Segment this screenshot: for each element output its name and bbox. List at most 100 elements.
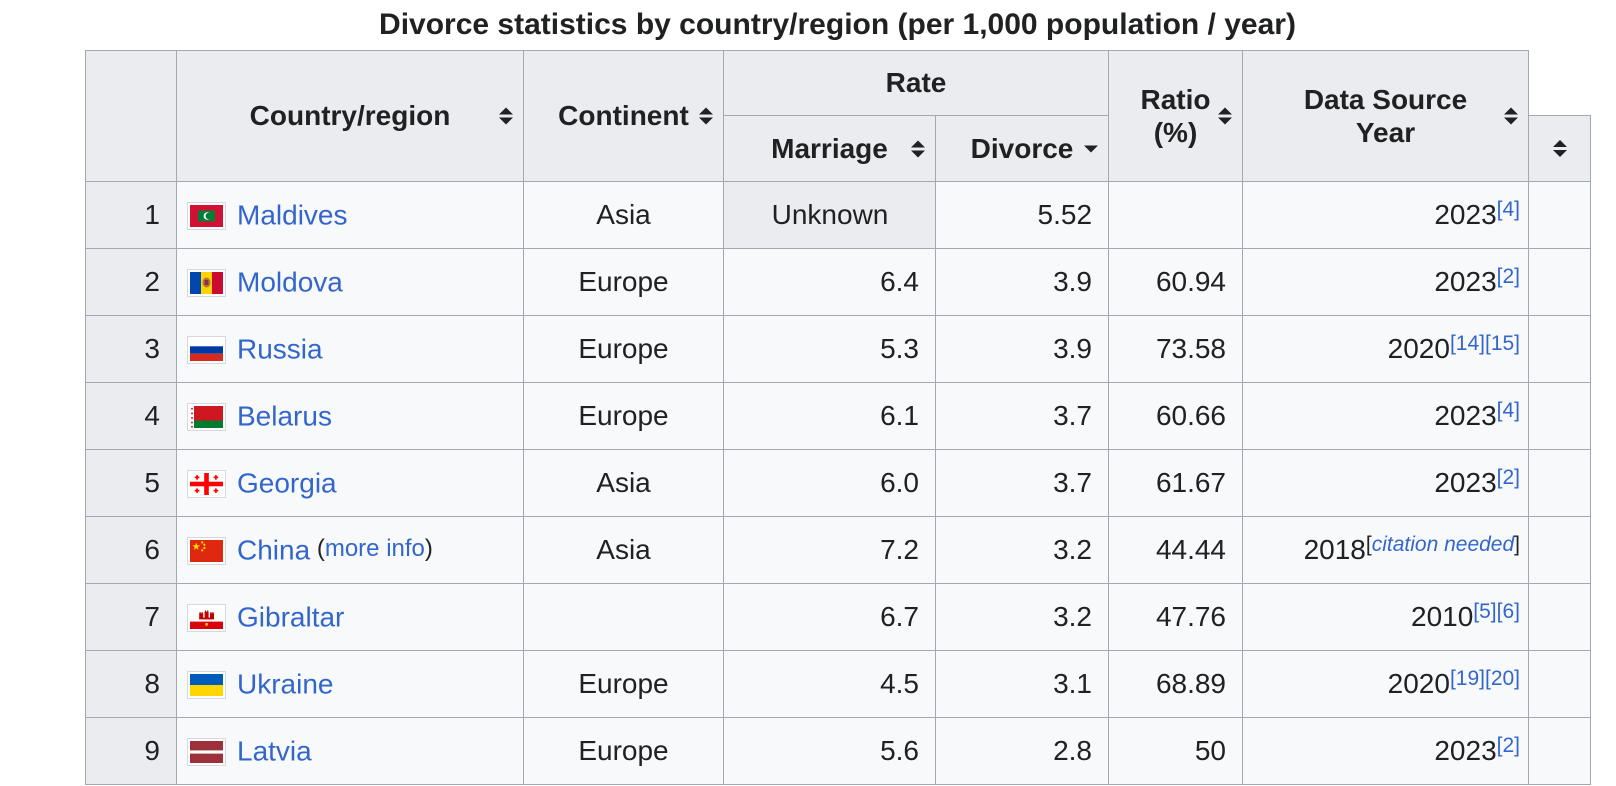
- rank-cell: 8: [85, 650, 177, 718]
- citation-ref: [19]: [1450, 667, 1485, 690]
- divorce-statistics-table: Country/region Continent Rate Ratio (%) D…: [85, 50, 1592, 785]
- data-source-year-cell: 2020[19][20]: [1242, 650, 1530, 718]
- country-link[interactable]: Belarus: [237, 400, 332, 432]
- rank-cell: 7: [85, 583, 177, 651]
- country-link[interactable]: Russia: [237, 333, 323, 365]
- rank-cell: 2: [85, 248, 177, 316]
- citation-needed-link[interactable]: citation needed: [1371, 533, 1515, 556]
- citation-ref: [4]: [1497, 399, 1520, 422]
- table-row: 5 Georgia Asia 6.0 3.7 61.67 2023[2]: [85, 449, 1592, 517]
- country-link[interactable]: China: [237, 534, 311, 566]
- citation-ref-link[interactable]: [20]: [1484, 667, 1521, 690]
- table-row: 6 China (more info) Asia 7.2 3.2 44.44 2018[ci…: [85, 516, 1592, 584]
- col-header-rank: [85, 50, 177, 182]
- refs-cell: [1528, 382, 1592, 450]
- col-header-country-label: Country/region: [249, 100, 451, 131]
- rank-cell: 5: [85, 449, 177, 517]
- col-header-data-source-year-label: Data Source Year: [1303, 84, 1468, 148]
- sort-both-icon: [699, 107, 713, 125]
- continent-cell: Asia: [523, 449, 724, 517]
- country-link[interactable]: Moldova: [237, 266, 343, 298]
- divorce-rate-cell: 3.9: [934, 315, 1110, 383]
- sort-both-icon: [1530, 140, 1589, 157]
- flag-latvia-icon: [187, 737, 226, 766]
- continent-cell: Europe: [523, 248, 724, 316]
- citation-ref-link[interactable]: [4]: [1496, 198, 1521, 221]
- col-header-marriage[interactable]: Marriage: [723, 115, 936, 182]
- marriage-rate-cell: 5.6: [723, 717, 936, 785]
- col-header-rate-label: Rate: [885, 67, 947, 98]
- country-cell: Latvia: [176, 717, 524, 785]
- citation-ref-link[interactable]: [2]: [1496, 466, 1521, 489]
- sort-both-icon: [1218, 107, 1233, 125]
- col-header-divorce[interactable]: Divorce: [934, 115, 1110, 182]
- marriage-rate-cell: 6.7: [723, 583, 936, 651]
- col-header-ratio-label: Ratio (%): [1140, 84, 1211, 148]
- more-info-link[interactable]: more info: [324, 535, 425, 563]
- table-row: 4 Belarus Europe 6.1 3.7 60.66 2023[4]: [85, 382, 1592, 450]
- continent-cell: Europe: [523, 717, 724, 785]
- divorce-rate-cell: 3.2: [934, 516, 1110, 584]
- ratio-cell: 50: [1108, 717, 1244, 785]
- country-link[interactable]: Ukraine: [237, 668, 334, 700]
- rank-cell: 4: [85, 382, 177, 450]
- citation-ref-link[interactable]: [5]: [1473, 600, 1497, 623]
- table-row: 1 Maldives Asia Unknown 5.52 2023[4]: [85, 181, 1592, 249]
- citation-ref-link[interactable]: [19]: [1449, 667, 1485, 690]
- ratio-cell: 68.89: [1108, 650, 1244, 718]
- country-cell: Russia: [176, 315, 524, 383]
- continent-cell: [523, 583, 724, 651]
- col-header-country[interactable]: Country/region: [176, 50, 524, 182]
- refs-cell: [1528, 449, 1592, 517]
- continent-cell: Europe: [523, 382, 724, 450]
- citation-ref-link[interactable]: [2]: [1496, 734, 1521, 757]
- refs-cell: [1528, 315, 1592, 383]
- citation-ref: [2]: [1497, 466, 1520, 489]
- country-cell: Maldives: [176, 181, 524, 249]
- country-link[interactable]: Georgia: [237, 467, 337, 499]
- divorce-rate-cell: 2.8: [934, 717, 1110, 785]
- divorce-rate-cell: 3.7: [934, 449, 1110, 517]
- sort-descending-icon: [1084, 145, 1099, 152]
- col-header-data-source-year[interactable]: Data Source Year: [1242, 50, 1530, 182]
- citation-ref-link[interactable]: [15]: [1484, 332, 1521, 355]
- header-spacer: [1528, 50, 1591, 116]
- col-header-refs[interactable]: [1528, 115, 1592, 182]
- bracket: ]: [1514, 533, 1521, 556]
- divorce-rate-cell: 3.7: [934, 382, 1110, 450]
- citation-ref-link[interactable]: [2]: [1496, 265, 1521, 288]
- flag-belarus-icon: [187, 402, 226, 431]
- marriage-rate-cell: 6.4: [723, 248, 936, 316]
- col-header-divorce-label: Divorce: [970, 132, 1074, 164]
- ratio-cell: 47.76: [1108, 583, 1244, 651]
- col-header-ratio[interactable]: Ratio (%): [1108, 50, 1244, 182]
- col-header-rate-group: Rate: [722, 50, 1110, 116]
- country-cell: Georgia: [176, 449, 524, 517]
- flag-ukraine-icon: [187, 670, 226, 699]
- table-row: 7 Gibraltar 6.7 3.2 47.76 2010[5][6]: [85, 583, 1592, 651]
- table-row: 8 Ukraine Europe 4.5 3.1 68.89 2020[19][20]: [85, 650, 1592, 718]
- divorce-rate-cell: 3.2: [934, 583, 1110, 651]
- marriage-rate-cell: 7.2: [723, 516, 936, 584]
- data-source-year-cell: 2023[2]: [1242, 449, 1530, 517]
- ratio-cell: 44.44: [1108, 516, 1244, 584]
- divorce-rate-cell: 3.1: [934, 650, 1110, 718]
- col-header-continent[interactable]: Continent: [523, 50, 724, 182]
- rank-cell: 9: [85, 717, 177, 785]
- rank-cell: 6: [85, 516, 177, 584]
- country-cell: China (more info): [176, 516, 524, 584]
- continent-cell: Europe: [523, 315, 724, 383]
- citation-ref-link[interactable]: [14]: [1449, 332, 1485, 355]
- citation-ref-link[interactable]: [4]: [1496, 399, 1521, 422]
- country-link[interactable]: Latvia: [237, 735, 312, 767]
- citation-ref: [14]: [1450, 332, 1485, 355]
- citation-ref-link[interactable]: [6]: [1496, 600, 1521, 623]
- refs-cell: [1528, 717, 1592, 785]
- country-link[interactable]: Gibraltar: [237, 601, 345, 633]
- flag-georgia-icon: [187, 469, 226, 498]
- data-source-year-cell: 2023[4]: [1242, 382, 1530, 450]
- continent-cell: Asia: [523, 181, 724, 249]
- continent-cell: Asia: [523, 516, 724, 584]
- citation-ref: [4]: [1497, 198, 1520, 221]
- country-link[interactable]: Maldives: [237, 199, 348, 231]
